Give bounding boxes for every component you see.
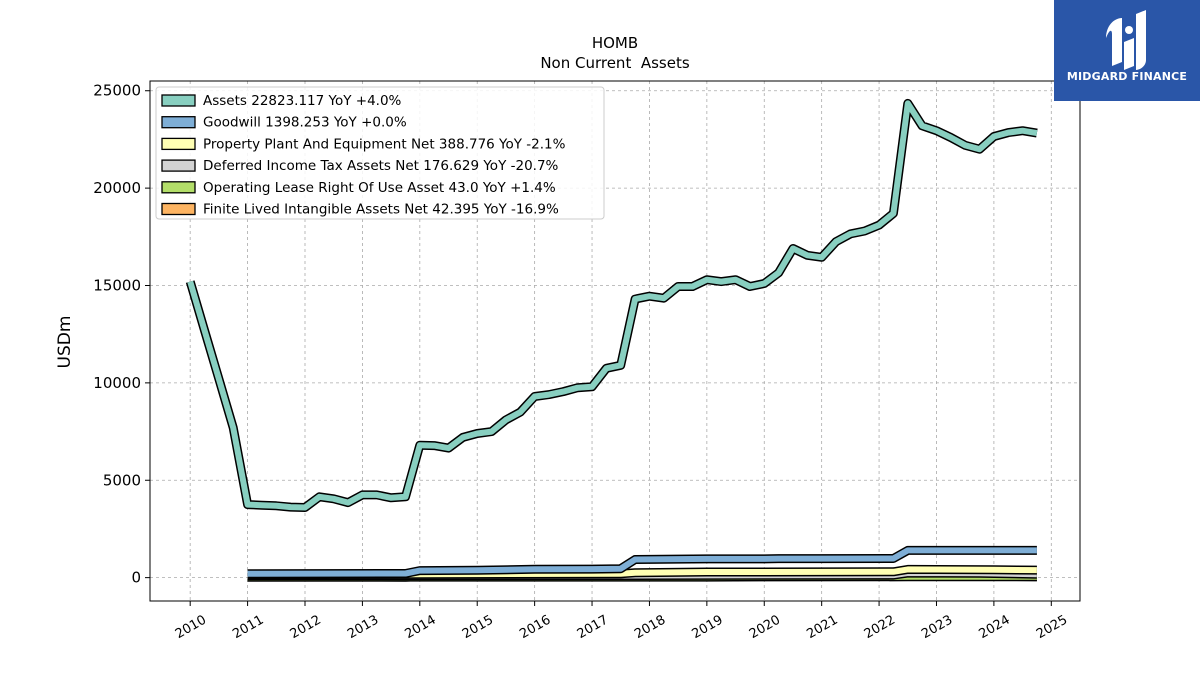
y-tick-label: 5000 <box>103 471 141 489</box>
x-tick-label: 2025 <box>1034 613 1070 643</box>
legend-swatch <box>161 202 196 216</box>
y-tick-label: 15000 <box>93 276 141 294</box>
legend-label: Assets 22823.117 YoY +4.0% <box>203 93 402 109</box>
x-tick-label: 2023 <box>919 613 955 643</box>
x-tick-label: 2017 <box>575 613 611 643</box>
y-tick-label: 25000 <box>93 82 141 100</box>
legend-label: Goodwill 1398.253 YoY +0.0% <box>203 115 407 131</box>
chart-subtitle: Non Current Assets <box>540 54 690 72</box>
y-tick-label: 10000 <box>93 374 141 392</box>
logo-text: MIDGARD FINANCE <box>1066 70 1188 83</box>
x-tick-label: 2020 <box>747 613 783 643</box>
x-tick-label: 2013 <box>345 613 381 643</box>
x-tick-label: 2011 <box>230 613 266 643</box>
legend: Assets 22823.117 YoY +4.0% Goodwill 1398.… <box>155 86 605 220</box>
legend-swatch <box>161 94 196 107</box>
legend-box <box>155 86 605 220</box>
x-tick-label: 2024 <box>977 613 1013 643</box>
y-tick-label: 20000 <box>93 179 141 197</box>
legend-swatch <box>161 159 196 172</box>
y-tick-label: 0 <box>131 569 141 587</box>
x-tick-label: 2014 <box>402 613 438 643</box>
legend-label: Finite Lived Intangible Assets Net 42.39… <box>203 202 559 218</box>
legend-swatch <box>161 116 196 129</box>
series-line <box>187 100 1038 511</box>
x-tick-label: 2015 <box>460 613 496 643</box>
series-line <box>247 547 1037 577</box>
midgard-finance-logo: MIDGARD FINANCE <box>1054 0 1200 101</box>
plot-area: 0 5000 10000 15000 20000 25000 2010 2011 2012 201… <box>93 80 1081 643</box>
x-tick-label: 2019 <box>690 613 726 643</box>
chart-title: HOMB <box>592 34 638 52</box>
x-tick-label: 2018 <box>632 613 668 643</box>
legend-swatch <box>161 181 196 194</box>
x-tick-label: 2016 <box>517 613 553 643</box>
x-tick-label: 2022 <box>862 613 898 643</box>
y-axis-label: USDm <box>55 316 75 369</box>
x-tick-label: 2012 <box>288 613 324 643</box>
legend-swatch <box>161 137 196 151</box>
legend-label: Deferred Income Tax Assets Net 176.629 Y… <box>203 158 559 174</box>
plot-frame <box>149 80 1081 602</box>
x-tick-label: 2021 <box>804 613 840 643</box>
legend-label: Property Plant And Equipment Net 388.776… <box>203 136 566 152</box>
legend-label: Operating Lease Right Of Use Asset 43.0 … <box>203 180 556 196</box>
midgard-logo-icon <box>1106 10 1146 70</box>
x-tick-label: 2010 <box>173 613 209 643</box>
